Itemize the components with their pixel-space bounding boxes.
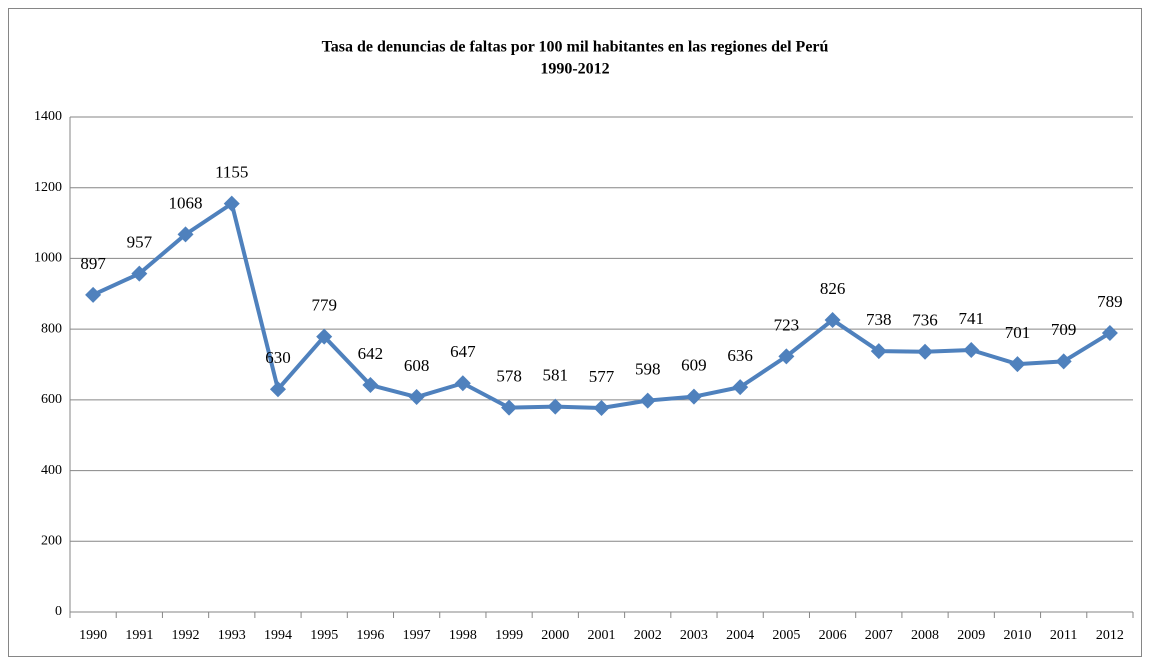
marker — [131, 265, 148, 282]
x-tick-label: 1992 — [172, 628, 200, 643]
y-tick-label: 800 — [41, 321, 62, 336]
x-tick-label: 2001 — [588, 628, 616, 643]
marker — [732, 379, 749, 396]
data-label: 630 — [265, 348, 291, 367]
x-tick-label: 2006 — [819, 628, 847, 643]
marker — [316, 328, 333, 345]
data-label: 709 — [1051, 320, 1077, 339]
marker — [547, 398, 564, 415]
data-label: 647 — [450, 342, 476, 361]
y-tick-label: 200 — [41, 534, 62, 549]
data-label: 957 — [127, 233, 153, 252]
x-tick-label: 2012 — [1096, 628, 1124, 643]
x-tick-label: 2009 — [957, 628, 985, 643]
data-label: 736 — [912, 311, 938, 330]
chart-border — [8, 8, 1142, 657]
data-label: 738 — [866, 310, 892, 329]
x-tick-label: 2007 — [865, 628, 893, 643]
marker — [1101, 325, 1118, 342]
marker — [269, 381, 286, 398]
data-label: 608 — [404, 356, 430, 375]
data-label: 577 — [589, 367, 615, 386]
marker — [824, 311, 841, 328]
data-label: 609 — [681, 356, 707, 375]
x-tick-label: 1994 — [264, 628, 292, 643]
data-label: 701 — [1005, 323, 1031, 342]
data-label: 1155 — [215, 163, 248, 182]
marker — [223, 195, 240, 212]
marker — [454, 375, 471, 392]
x-tick-label: 2003 — [680, 628, 708, 643]
marker — [593, 399, 610, 416]
x-tick-label: 1990 — [79, 628, 107, 643]
marker — [1009, 356, 1026, 373]
y-tick-label: 0 — [55, 604, 62, 619]
x-tick-label: 1993 — [218, 628, 246, 643]
x-tick-label: 1991 — [125, 628, 153, 643]
data-label: 642 — [358, 344, 384, 363]
marker — [778, 348, 795, 365]
x-tick-label: 2002 — [634, 628, 662, 643]
x-tick-label: 2010 — [1003, 628, 1031, 643]
marker — [408, 389, 425, 406]
marker — [870, 343, 887, 360]
marker — [963, 342, 980, 359]
marker — [362, 377, 379, 394]
marker — [177, 226, 194, 243]
marker — [639, 392, 656, 409]
y-tick-label: 600 — [41, 392, 62, 407]
data-label: 723 — [774, 315, 800, 334]
y-tick-label: 1200 — [34, 180, 62, 195]
data-label: 789 — [1097, 292, 1123, 311]
x-tick-label: 2000 — [541, 628, 569, 643]
x-tick-label: 1999 — [495, 628, 523, 643]
marker — [501, 399, 518, 416]
x-tick-label: 1995 — [310, 628, 338, 643]
y-tick-label: 1400 — [34, 109, 62, 124]
data-label: 897 — [80, 254, 106, 273]
x-tick-label: 1996 — [356, 628, 384, 643]
data-label: 1068 — [169, 193, 203, 212]
data-label: 741 — [958, 309, 984, 328]
x-tick-label: 2005 — [772, 628, 800, 643]
x-tick-label: 1998 — [449, 628, 477, 643]
data-label: 598 — [635, 359, 661, 378]
x-tick-label: 1997 — [403, 628, 431, 643]
x-tick-label: 2011 — [1050, 628, 1077, 643]
marker — [85, 286, 102, 303]
marker — [685, 388, 702, 405]
data-label: 636 — [727, 346, 753, 365]
data-label: 826 — [820, 279, 846, 298]
data-label: 779 — [311, 295, 337, 314]
chart-title: Tasa de denuncias de faltas por 100 mil … — [322, 39, 829, 56]
chart-subtitle: 1990-2012 — [540, 61, 609, 78]
marker — [1055, 353, 1072, 370]
x-tick-label: 2008 — [911, 628, 939, 643]
data-label: 578 — [496, 367, 522, 386]
y-tick-label: 400 — [41, 463, 62, 478]
x-tick-label: 2004 — [726, 628, 754, 643]
data-label: 581 — [543, 365, 569, 384]
marker — [917, 343, 934, 360]
y-tick-label: 1000 — [34, 251, 62, 266]
